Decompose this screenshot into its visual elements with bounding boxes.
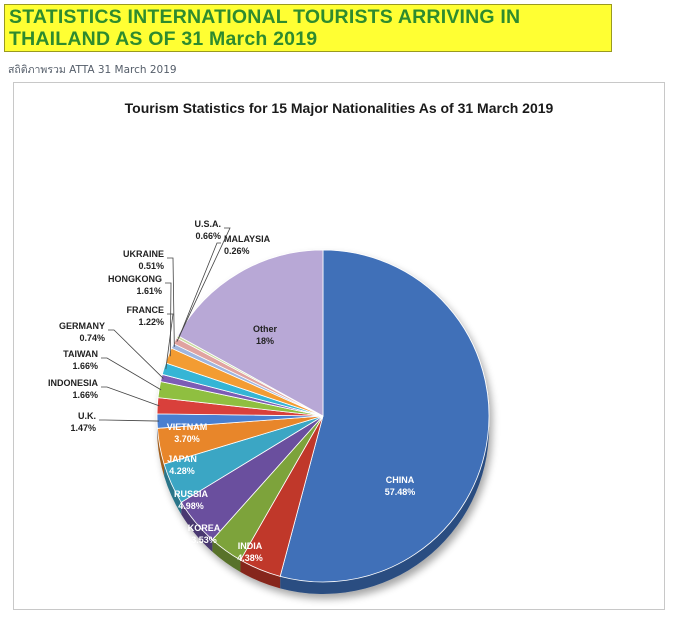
slice-value-china: 57.48% — [385, 487, 416, 497]
slice-value-uk: 1.47% — [70, 423, 96, 433]
slice-value-indonesia: 1.66% — [72, 390, 98, 400]
slice-label-india: INDIA — [238, 541, 263, 551]
slice-value-india: 4.38% — [237, 553, 263, 563]
slice-value-germany: 0.74% — [79, 333, 105, 343]
slice-label-usa: U.S.A. — [194, 219, 221, 229]
leader-line-usa — [176, 227, 231, 342]
leader-line-malaysia — [178, 242, 221, 338]
chart-title: Tourism Statistics for 15 Major National… — [124, 100, 554, 116]
slice-label-japan: JAPAN — [167, 454, 197, 464]
slice-label-germany: GERMANY — [59, 321, 105, 331]
pie-slice-side-india — [240, 560, 281, 589]
pie-labels: CHINA 57.48% INDIA 4.38% KOREA 3.53% RUSSIA 4.9… — [48, 219, 415, 563]
slice-value-usa: 0.66% — [195, 231, 221, 241]
pie-slice-side-korea — [212, 539, 241, 573]
slice-label-malaysia: MALAYSIA — [224, 234, 271, 244]
leader-line-hongkong — [165, 282, 172, 357]
headline-line-1: STATISTICS INTERNATIONAL TOURISTS ARRIVI… — [9, 6, 521, 28]
slice-value-france: 1.22% — [138, 317, 164, 327]
headline-line-2: THAILAND AS OF 31 March 2019 — [9, 28, 318, 50]
leader-line-indonesia — [101, 386, 160, 407]
slice-value-vietnam: 3.70% — [174, 434, 200, 444]
slice-value-japan: 4.28% — [169, 466, 195, 476]
slice-label-china: CHINA — [386, 475, 415, 485]
slice-label-ukraine: UKRAINE — [123, 249, 164, 259]
leader-line-france — [165, 313, 174, 370]
slice-label-russia: RUSSIA — [174, 489, 209, 499]
slice-value-ukraine: 0.51% — [138, 261, 164, 271]
image-caption: สถิติภาพรวม ATTA 31 March 2019 — [8, 64, 177, 76]
slice-value-russia: 4.98% — [178, 501, 204, 511]
slice-label-france: FRANCE — [127, 305, 165, 315]
slice-label-other: Other — [253, 324, 278, 334]
slice-label-uk: U.K. — [78, 411, 96, 421]
headline-banner: STATISTICS INTERNATIONAL TOURISTS ARRIVI… — [4, 4, 612, 52]
pie-slices — [156, 249, 490, 594]
slice-label-indonesia: INDONESIA — [48, 378, 99, 388]
pie-slice-side-russia — [181, 502, 213, 552]
slice-value-malaysia: 0.26% — [224, 246, 250, 256]
slice-label-hongkong: HONGKONG — [108, 274, 162, 284]
leader-line-ukraine — [167, 257, 175, 347]
pie-slice-china — [279, 249, 490, 583]
chart-frame: Tourism Statistics for 15 Major National… — [13, 82, 665, 610]
slice-label-taiwan: TAIWAN — [63, 349, 98, 359]
slice-value-hongkong: 1.61% — [136, 286, 162, 296]
slice-value-taiwan: 1.66% — [72, 361, 98, 371]
leader-line-uk — [99, 419, 160, 422]
leader-line-germany — [108, 329, 164, 379]
slice-value-korea: 3.53% — [191, 535, 217, 545]
slice-label-korea: KOREA — [188, 523, 221, 533]
leader-line-taiwan — [101, 357, 162, 391]
slice-value-other: 18% — [256, 336, 274, 346]
pie-chart: CHINA 57.48% INDIA 4.38% KOREA 3.53% RUSSIA 4.9… — [48, 219, 490, 594]
slice-label-vietnam: VIETNAM — [167, 422, 208, 432]
